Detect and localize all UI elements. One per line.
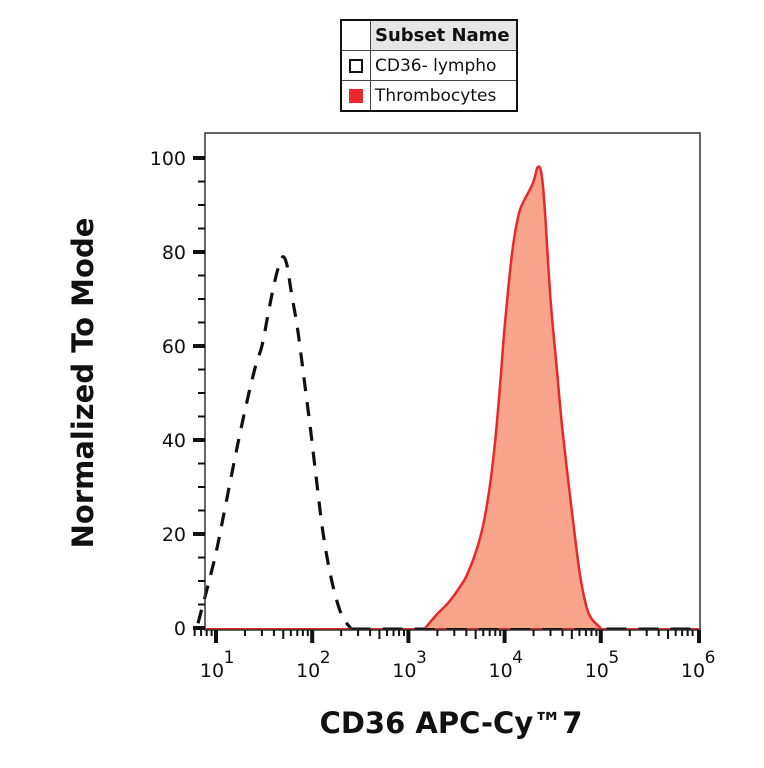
y-tick-label: 80 [162, 242, 186, 264]
x-axis-title: CD36 APC-Cy™7 [320, 706, 583, 740]
svg-text:5: 5 [608, 648, 619, 668]
x-tick-label: 104 [489, 648, 524, 682]
x-tick-label: 102 [296, 648, 331, 682]
svg-text:10: 10 [296, 660, 320, 682]
series-layer [196, 165, 699, 631]
x-tick-label: 101 [200, 648, 235, 682]
svg-text:10: 10 [392, 660, 416, 682]
legend-label: CD36- lympho [369, 50, 518, 81]
y-axis: 0 20 40 60 80 100 [150, 148, 205, 640]
x-tick-label: 106 [681, 648, 716, 682]
svg-text:10: 10 [489, 660, 513, 682]
svg-text:3: 3 [416, 648, 427, 668]
x-tick-label: 103 [392, 648, 427, 682]
legend-header-spacer [340, 19, 371, 51]
legend-swatch-outline-icon [349, 58, 363, 73]
legend-swatch-filled-icon [349, 88, 363, 103]
y-tick-label: 20 [162, 524, 186, 546]
svg-text:4: 4 [512, 648, 523, 668]
svg-text:6: 6 [705, 648, 716, 668]
legend: Subset Name CD36- lympho Thrombocytes [340, 19, 518, 112]
svg-text:10: 10 [585, 660, 609, 682]
svg-text:10: 10 [681, 660, 705, 682]
svg-text:10: 10 [200, 660, 224, 682]
y-tick-label: 40 [162, 430, 186, 452]
legend-entry: Thrombocytes [340, 80, 518, 112]
y-tick-label: 60 [162, 336, 186, 358]
y-axis-title: Normalized To Mode [66, 218, 100, 549]
y-tick-label: 100 [150, 148, 186, 170]
plot-frame [204, 132, 701, 631]
svg-text:2: 2 [320, 648, 331, 668]
thrombocytes-curve [424, 165, 602, 629]
legend-label: Thrombocytes [369, 80, 518, 112]
x-tick-label: 105 [585, 648, 620, 682]
legend-header: Subset Name [369, 19, 518, 51]
cd36-lympho-curve [196, 255, 352, 629]
svg-text:1: 1 [224, 648, 235, 668]
y-tick-label: 0 [174, 618, 186, 640]
thrombocytes-fill [425, 166, 601, 628]
legend-entry: CD36- lympho [340, 50, 518, 81]
